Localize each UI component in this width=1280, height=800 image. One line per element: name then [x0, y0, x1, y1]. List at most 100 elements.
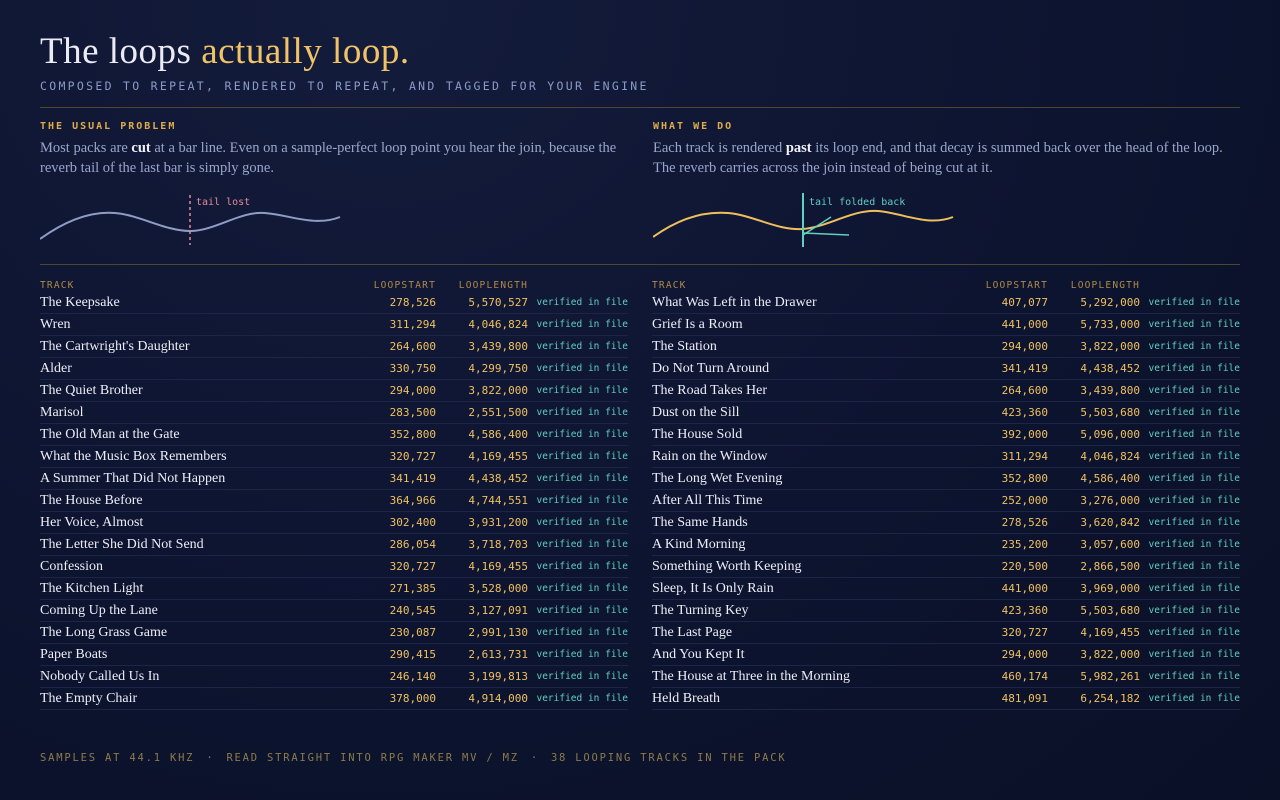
loop-start: 294,000: [389, 384, 436, 397]
track-name: The Old Man at the Gate: [40, 426, 180, 442]
status: verified in file: [1148, 341, 1240, 352]
status: verified in file: [536, 671, 628, 682]
column-header: TRACK: [40, 279, 75, 291]
loop-length: 4,169,455: [468, 450, 528, 463]
loop-start: 264,600: [1001, 384, 1048, 397]
track-name: Something Worth Keeping: [652, 558, 802, 574]
table-row: The Station 294,000 3,822,000 verified in f…: [652, 336, 1240, 358]
track-table: TRACK LOOPSTART LOOPLENGTH The Keepsake 278,…: [40, 278, 628, 710]
loop-start: 330,750: [389, 362, 436, 375]
diagram: tail lost: [40, 195, 341, 245]
wave: [189, 211, 341, 232]
title: The loops actually loop.: [40, 30, 410, 73]
loop-start: 441,000: [1001, 318, 1048, 331]
loop-start: 320,727: [389, 560, 436, 573]
loop-length: 3,931,200: [468, 516, 528, 529]
footer-item: READ STRAIGHT INTO RPG MAKER MV / MZ: [226, 752, 519, 764]
loop-start: 302,400: [389, 516, 436, 529]
track-name: The Long Wet Evening: [652, 470, 783, 486]
separator: ·: [206, 752, 215, 764]
status: verified in file: [536, 385, 628, 396]
table-row: Do Not Turn Around 341,419 4,438,452 verifi…: [652, 358, 1240, 380]
table-row: Something Worth Keeping 220,500 2,866,500 v…: [652, 556, 1240, 578]
loop-start: 441,000: [1001, 582, 1048, 595]
track-name: The House at Three in the Morning: [652, 668, 851, 684]
status: verified in file: [536, 605, 628, 616]
folded-tail: [802, 216, 850, 236]
track-name: The Same Hands: [652, 514, 748, 530]
loop-length: 3,127,091: [468, 604, 528, 617]
track-name: The Cartwright's Daughter: [40, 338, 190, 354]
loop-length: 4,046,824: [1080, 450, 1140, 463]
column-header: LOOPLENGTH: [1070, 279, 1140, 291]
table-row: Paper Boats 290,415 2,613,731 verified in f…: [40, 644, 628, 666]
loop-length: 2,551,500: [468, 406, 528, 419]
loop-start: 352,800: [389, 428, 436, 441]
loop-start: 283,500: [389, 406, 436, 419]
table-row: The Old Man at the Gate 352,800 4,586,400 v…: [40, 424, 628, 446]
loop-length: 3,199,813: [468, 670, 528, 683]
table-row: Wren 311,294 4,046,824 verified in file: [40, 314, 628, 336]
track-name: Dust on the Sill: [652, 404, 740, 420]
table-row: The Keepsake 278,526 5,570,527 verified in …: [40, 292, 628, 314]
table-row: The Last Page 320,727 4,169,455 verified in…: [652, 622, 1240, 644]
status: verified in file: [1148, 539, 1240, 550]
title-accent: actually loop.: [201, 31, 410, 72]
loop-length: 5,982,261: [1080, 670, 1140, 683]
track-name: Nobody Called Us In: [40, 668, 160, 684]
loop-start: 407,077: [1001, 296, 1048, 309]
loop-start: 320,727: [1001, 626, 1048, 639]
loop-length: 4,438,452: [468, 472, 528, 485]
track-name: The Kitchen Light: [40, 580, 144, 596]
loop-start: 320,727: [389, 450, 436, 463]
table-row: A Kind Morning 235,200 3,057,600 verified i…: [652, 534, 1240, 556]
track-name: Sleep, It Is Only Rain: [652, 580, 774, 596]
panel-text: Each track is rendered past its loop end…: [653, 138, 1243, 178]
table-row: A Summer That Did Not Happen 341,419 4,438…: [40, 468, 628, 490]
track-name: The Last Page: [652, 624, 733, 640]
diagram-label: tail folded back: [809, 197, 905, 208]
status: verified in file: [1148, 627, 1240, 638]
loop-start: 220,500: [1001, 560, 1048, 573]
track-name: The Turning Key: [652, 602, 749, 618]
panel: THE USUAL PROBLEM Most packs are cut at …: [40, 121, 630, 245]
track-name: A Summer That Did Not Happen: [40, 470, 226, 486]
footer-item: 38 LOOPING TRACKS IN THE PACK: [550, 752, 787, 764]
loop-length: 2,613,731: [468, 648, 528, 661]
table-row: Held Breath 481,091 6,254,182 verified in f…: [652, 688, 1240, 710]
loop-start: 481,091: [1001, 692, 1048, 705]
track-name: Paper Boats: [40, 646, 108, 662]
panel: WHAT WE DO Each track is rendered past i…: [653, 121, 1243, 247]
status: verified in file: [1148, 495, 1240, 506]
column-header: LOOPSTART: [373, 279, 436, 291]
status: verified in file: [1148, 649, 1240, 660]
loop-length: 3,620,842: [1080, 516, 1140, 529]
loop-length: 4,299,750: [468, 362, 528, 375]
status: verified in file: [1148, 671, 1240, 682]
table-row: Sleep, It Is Only Rain 441,000 3,969,000 ve…: [652, 578, 1240, 600]
loop-start: 378,000: [389, 692, 436, 705]
status: verified in file: [1148, 473, 1240, 484]
track-name: Grief Is a Room: [652, 316, 743, 332]
track-name: Held Breath: [652, 690, 721, 706]
track-name: Do Not Turn Around: [652, 360, 770, 376]
loop-length: 4,744,551: [468, 494, 528, 507]
status: verified in file: [1148, 693, 1240, 704]
loop-length: 3,528,000: [468, 582, 528, 595]
loop-length: 4,586,400: [1080, 472, 1140, 485]
status: verified in file: [536, 693, 628, 704]
track-name: The House Before: [40, 492, 143, 508]
table-row: Her Voice, Almost 302,400 3,931,200 verifie…: [40, 512, 628, 534]
track-name: The Road Takes Her: [652, 382, 768, 398]
text: its loop end, and that decay is summed b…: [653, 140, 1223, 176]
loop-start: 294,000: [1001, 340, 1048, 353]
loop-length: 2,866,500: [1080, 560, 1140, 573]
status: verified in file: [1148, 429, 1240, 440]
loop-length: 4,046,824: [468, 318, 528, 331]
track-name: Her Voice, Almost: [40, 514, 144, 530]
loop-start: 252,000: [1001, 494, 1048, 507]
status: verified in file: [536, 297, 628, 308]
loop-start: 423,360: [1001, 406, 1048, 419]
status: verified in file: [1148, 363, 1240, 374]
